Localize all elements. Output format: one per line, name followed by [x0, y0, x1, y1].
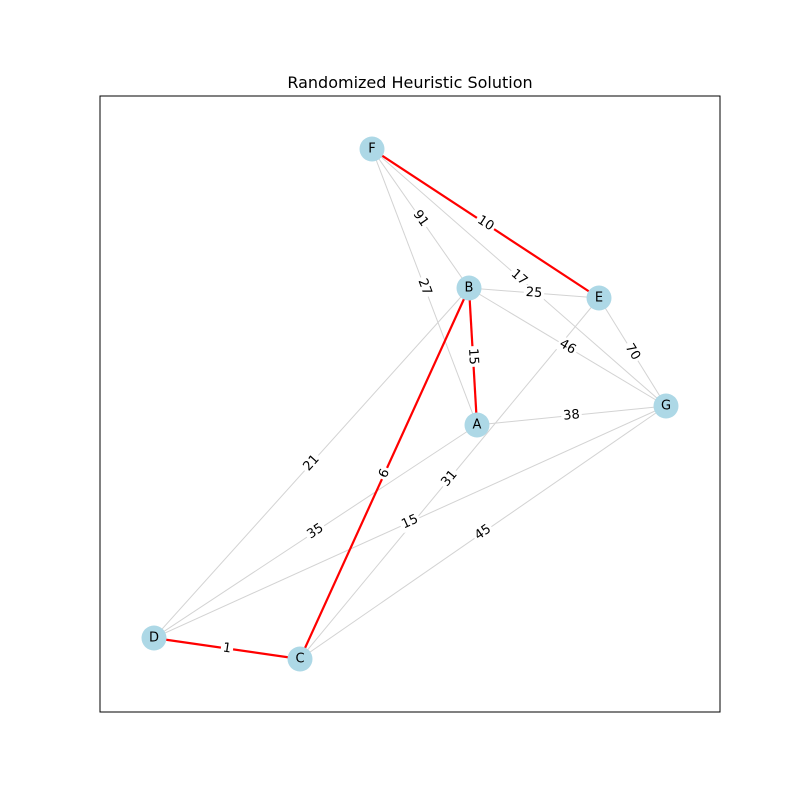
edge-weight-A-G: 38 [560, 407, 583, 424]
edge-weight-background [472, 211, 499, 236]
edge-weight-background [413, 274, 436, 300]
node-label: C [295, 652, 304, 667]
edge-weight-background [437, 465, 462, 492]
edge-weight-text: 25 [525, 285, 543, 301]
edge-weight-F-A: 27 [413, 274, 436, 300]
edge-weight-background [408, 205, 433, 232]
edge-weight-B-G: 46 [554, 335, 581, 359]
edge-weight-text: 46 [557, 336, 579, 357]
edge-weight-background [375, 464, 394, 483]
node-circle [653, 393, 679, 419]
node-F: F [359, 136, 385, 162]
edge-weight-B-A: 15 [464, 345, 482, 368]
edge-weight-background [302, 519, 329, 544]
node-circle [141, 625, 167, 651]
node-circle [359, 136, 385, 162]
edge-weight-D-C: 1 [219, 640, 235, 657]
edge-weight-background [554, 335, 581, 359]
figure-title: Randomized Heuristic Solution [287, 73, 532, 92]
edge-weight-background [560, 407, 583, 424]
edge-weight-background [219, 640, 235, 657]
node-circle [464, 412, 490, 438]
edge-weight-D-G: 15 [397, 510, 423, 534]
edge-weight-text: 70 [622, 341, 643, 363]
node-circle [287, 646, 313, 672]
edge-weight-text: 15 [399, 512, 420, 532]
node-D: D [141, 625, 167, 651]
edge-weight-B-E: 25 [523, 284, 545, 302]
edge-weight-text: 1 [222, 640, 232, 656]
node-C: C [287, 646, 313, 672]
node-label: G [661, 399, 671, 414]
edge-weight-B-C: 6 [375, 464, 394, 483]
edge-weight-background [299, 450, 324, 476]
node-B: B [456, 275, 482, 301]
edge-weight-background [620, 339, 645, 365]
node-E: E [586, 285, 612, 311]
node-label: A [473, 418, 482, 433]
edge-weight-text: 38 [563, 407, 581, 424]
nodes-layer: A B C D E F G [141, 136, 679, 672]
edge-weight-text: 27 [415, 277, 435, 298]
edge-weight-background [506, 265, 532, 290]
edge-weight-background [470, 520, 496, 545]
node-label: D [149, 631, 159, 646]
node-label: E [595, 291, 603, 306]
edge-weight-background [464, 345, 482, 368]
edge-weight-background [397, 510, 423, 534]
plot-frame [99, 95, 721, 713]
node-circle [456, 275, 482, 301]
node-label: B [465, 281, 474, 296]
node-label: F [368, 142, 375, 157]
edge-weight-background [523, 284, 545, 302]
node-circle [586, 285, 612, 311]
edge-weight-E-G: 70 [620, 339, 645, 365]
edge-weight-text: 15 [465, 348, 481, 365]
node-A: A [464, 412, 490, 438]
node-G: G [653, 393, 679, 419]
